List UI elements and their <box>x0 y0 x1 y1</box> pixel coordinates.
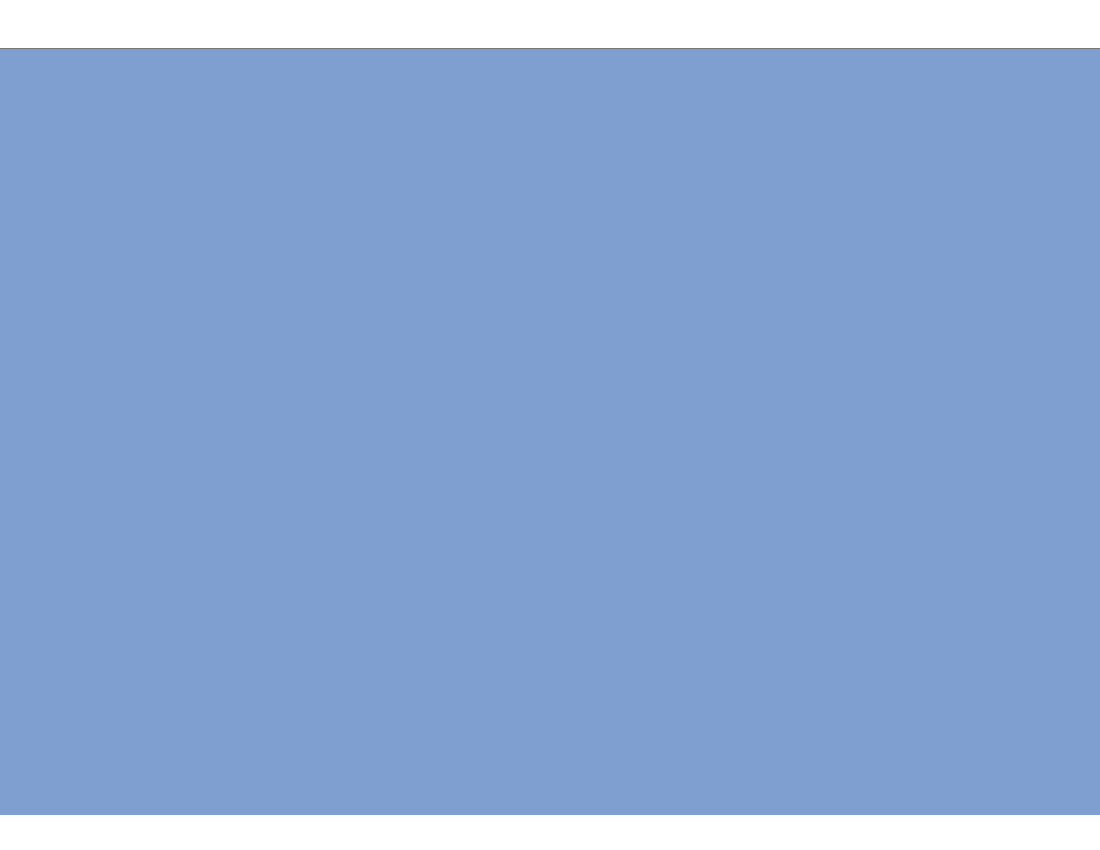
temperature-field-canvas <box>0 49 1100 816</box>
map-header <box>0 0 1100 48</box>
colorbar-gradient <box>14 832 1086 848</box>
colorbar-tick-labels <box>0 815 1100 831</box>
point-values-layer <box>0 49 1100 816</box>
colorbar <box>0 815 1100 850</box>
map-viewport[interactable] <box>0 48 1100 816</box>
